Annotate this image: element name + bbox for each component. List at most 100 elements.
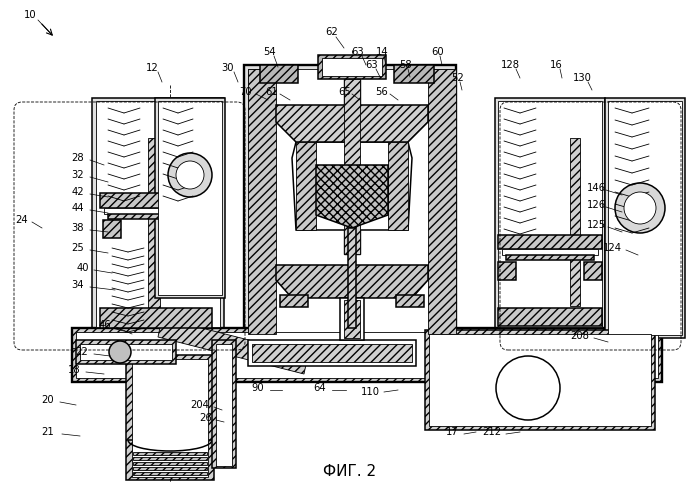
Bar bbox=[133, 462, 207, 465]
Text: 204: 204 bbox=[191, 400, 210, 410]
Circle shape bbox=[176, 161, 204, 189]
Bar bbox=[133, 467, 207, 470]
Bar bbox=[100, 193, 212, 208]
Text: 58: 58 bbox=[400, 60, 412, 70]
Bar bbox=[96, 101, 220, 327]
Bar bbox=[80, 344, 172, 360]
Bar bbox=[133, 472, 207, 475]
Bar bbox=[608, 101, 682, 335]
Bar bbox=[428, 69, 456, 334]
Polygon shape bbox=[388, 142, 408, 230]
Polygon shape bbox=[276, 105, 428, 142]
Bar bbox=[92, 98, 224, 330]
Bar bbox=[506, 255, 594, 260]
Text: 21: 21 bbox=[42, 427, 55, 437]
Bar bbox=[498, 262, 516, 280]
Text: 126: 126 bbox=[586, 200, 605, 210]
Text: 10: 10 bbox=[24, 10, 36, 20]
Text: 42: 42 bbox=[72, 187, 85, 197]
Bar bbox=[248, 69, 452, 336]
Polygon shape bbox=[316, 165, 388, 228]
Bar bbox=[104, 208, 208, 214]
Text: 22: 22 bbox=[75, 347, 88, 357]
Text: 16: 16 bbox=[549, 60, 563, 70]
Bar bbox=[191, 220, 209, 238]
Bar bbox=[126, 355, 214, 480]
Polygon shape bbox=[158, 318, 308, 374]
Text: 128: 128 bbox=[500, 60, 519, 70]
Text: ФИГ. 2: ФИГ. 2 bbox=[324, 465, 377, 480]
Text: 26: 26 bbox=[200, 413, 212, 423]
Text: 30: 30 bbox=[222, 63, 234, 73]
Text: 212: 212 bbox=[482, 427, 502, 437]
Bar bbox=[570, 138, 580, 306]
Bar bbox=[133, 457, 207, 460]
Text: 52: 52 bbox=[452, 73, 464, 83]
Bar bbox=[212, 340, 236, 468]
Bar bbox=[216, 344, 232, 466]
Text: 17: 17 bbox=[446, 427, 459, 437]
Text: 32: 32 bbox=[72, 170, 85, 180]
Text: 61: 61 bbox=[266, 87, 278, 97]
Text: 63: 63 bbox=[352, 47, 364, 57]
Bar bbox=[72, 328, 662, 382]
Text: 60: 60 bbox=[432, 47, 445, 57]
Bar bbox=[425, 330, 655, 430]
Bar bbox=[396, 295, 424, 307]
Circle shape bbox=[168, 153, 212, 197]
Bar bbox=[248, 340, 416, 366]
Text: 24: 24 bbox=[15, 215, 29, 225]
Bar bbox=[394, 65, 434, 83]
Text: 44: 44 bbox=[72, 203, 85, 213]
Bar bbox=[344, 300, 360, 338]
Bar bbox=[76, 332, 658, 378]
Text: 64: 64 bbox=[314, 383, 326, 393]
Bar bbox=[260, 65, 298, 83]
Bar bbox=[502, 249, 598, 255]
Bar bbox=[322, 58, 382, 76]
Bar bbox=[429, 334, 651, 426]
Bar bbox=[344, 79, 360, 254]
Text: 125: 125 bbox=[586, 220, 605, 230]
Bar bbox=[248, 69, 276, 334]
Bar bbox=[252, 344, 412, 362]
Bar bbox=[76, 340, 176, 364]
Text: 124: 124 bbox=[603, 243, 621, 253]
Text: 46: 46 bbox=[99, 320, 111, 330]
Bar bbox=[318, 55, 386, 79]
Bar bbox=[158, 101, 222, 295]
Bar bbox=[495, 98, 605, 330]
Text: 12: 12 bbox=[145, 63, 159, 73]
Text: 14: 14 bbox=[375, 47, 389, 57]
Circle shape bbox=[615, 183, 665, 233]
Bar bbox=[244, 65, 456, 340]
Bar bbox=[605, 98, 685, 338]
Text: 110: 110 bbox=[361, 387, 380, 397]
Text: 40: 40 bbox=[77, 263, 89, 273]
Bar bbox=[108, 214, 204, 219]
Circle shape bbox=[624, 192, 656, 224]
Polygon shape bbox=[296, 142, 316, 230]
Bar bbox=[498, 101, 602, 327]
Bar bbox=[584, 262, 602, 280]
Text: 18: 18 bbox=[68, 365, 80, 375]
Bar bbox=[498, 308, 602, 326]
Text: 28: 28 bbox=[72, 153, 85, 163]
Text: 63: 63 bbox=[366, 60, 378, 70]
Bar bbox=[498, 235, 602, 249]
Text: 65: 65 bbox=[338, 87, 352, 97]
Bar bbox=[344, 79, 360, 254]
Text: 38: 38 bbox=[72, 223, 85, 233]
Text: 56: 56 bbox=[375, 87, 389, 97]
Text: 62: 62 bbox=[326, 27, 338, 37]
Text: 146: 146 bbox=[586, 183, 605, 193]
Bar bbox=[155, 98, 225, 298]
Bar bbox=[133, 452, 207, 455]
Text: 70: 70 bbox=[240, 87, 252, 97]
Bar bbox=[148, 138, 160, 308]
Circle shape bbox=[109, 341, 131, 363]
Polygon shape bbox=[276, 265, 428, 298]
Text: 54: 54 bbox=[264, 47, 276, 57]
Bar bbox=[348, 228, 356, 328]
Polygon shape bbox=[292, 142, 412, 230]
